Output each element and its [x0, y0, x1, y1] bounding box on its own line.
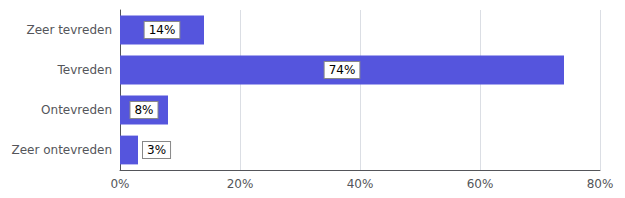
- svg-text:0%: 0%: [110, 177, 129, 191]
- svg-text:74%: 74%: [329, 63, 356, 77]
- svg-text:40%: 40%: [347, 177, 374, 191]
- svg-text:80%: 80%: [587, 177, 614, 191]
- svg-text:Zeer tevreden: Zeer tevreden: [26, 23, 112, 37]
- svg-text:20%: 20%: [227, 177, 254, 191]
- svg-text:Zeer ontevreden: Zeer ontevreden: [11, 143, 112, 157]
- svg-text:Ontevreden: Ontevreden: [41, 103, 112, 117]
- svg-text:3%: 3%: [147, 143, 166, 157]
- svg-text:8%: 8%: [134, 103, 153, 117]
- svg-text:14%: 14%: [149, 23, 176, 37]
- svg-text:Tevreden: Tevreden: [57, 63, 112, 77]
- svg-text:60%: 60%: [467, 177, 494, 191]
